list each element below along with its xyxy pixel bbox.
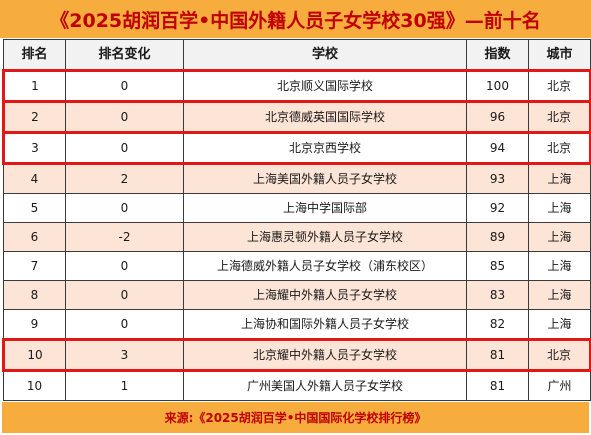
cell-city: 上海 (528, 280, 591, 310)
page-title: 《2025胡润百学•中国外籍人员子女学校30强》—前十名 (0, 0, 591, 38)
header-rank-change: 排名变化 (65, 39, 184, 71)
cell-rank: 9 (3, 309, 66, 340)
cell-rank: 5 (3, 193, 66, 223)
cell-city: 上海 (528, 251, 591, 281)
table-row: 4 2 上海美国外籍人员子女学校 93 上海 (3, 163, 591, 194)
header-school: 学校 (183, 39, 467, 71)
table-row: 2 0 北京德威英国国际学校 96 北京 (2, 100, 591, 134)
cell-rank: 7 (3, 251, 66, 281)
cell-city: 上海 (528, 163, 591, 194)
cell-index: 81 (466, 338, 529, 372)
cell-city: 北京 (528, 100, 591, 134)
cell-rank: 3 (2, 131, 66, 165)
header-rank: 排名 (3, 39, 66, 71)
table-row: 10 1 广州美国人外籍人员子女学校 81 广州 (3, 370, 591, 401)
cell-school: 北京京西学校 (183, 131, 467, 165)
cell-change: 0 (65, 280, 184, 310)
cell-change: 0 (65, 100, 184, 134)
table-row: 7 0 上海德威外籍人员子女学校（浦东校区） 85 上海 (3, 251, 591, 281)
cell-change: 2 (65, 163, 184, 194)
cell-school: 上海中学国际部 (183, 193, 467, 223)
cell-index: 81 (466, 370, 529, 401)
cell-city: 北京 (528, 338, 591, 372)
table-row: 9 0 上海协和国际外籍人员子女学校 82 上海 (3, 309, 591, 340)
ranking-table: 排名 排名变化 学校 指数 城市 1 0 北京顺义国际学校 100 北京 2 0… (2, 39, 591, 401)
cell-city: 上海 (528, 309, 591, 340)
table-row: 1 0 北京顺义国际学校 100 北京 (2, 69, 591, 103)
cell-index: 82 (466, 309, 529, 340)
cell-change: 0 (65, 131, 184, 165)
cell-school: 北京耀中外籍人员子女学校 (183, 338, 467, 372)
cell-index: 93 (466, 163, 529, 194)
cell-index: 83 (466, 280, 529, 310)
cell-change: -2 (65, 222, 184, 252)
table-row: 5 0 上海中学国际部 92 上海 (3, 193, 591, 223)
cell-school: 上海惠灵顿外籍人员子女学校 (183, 222, 467, 252)
cell-index: 85 (466, 251, 529, 281)
table-row: 3 0 北京京西学校 94 北京 (2, 131, 591, 165)
cell-school: 上海美国外籍人员子女学校 (183, 163, 467, 194)
cell-city: 上海 (528, 193, 591, 223)
cell-change: 0 (65, 69, 184, 103)
table-row: 8 0 上海耀中外籍人员子女学校 83 上海 (3, 280, 591, 310)
cell-index: 100 (466, 69, 529, 103)
cell-change: 0 (65, 251, 184, 281)
cell-school: 广州美国人外籍人员子女学校 (183, 370, 467, 401)
cell-rank: 10 (3, 370, 66, 401)
cell-school: 上海耀中外籍人员子女学校 (183, 280, 467, 310)
cell-city: 北京 (528, 69, 591, 103)
cell-city: 广州 (528, 370, 591, 401)
header-index: 指数 (466, 39, 529, 71)
source-footer: 来源:《2025胡润百学•中国国际化学校排行榜》 (2, 402, 589, 433)
table-row: 10 3 北京耀中外籍人员子女学校 81 北京 (2, 338, 591, 372)
cell-school: 北京德威英国国际学校 (183, 100, 467, 134)
cell-index: 89 (466, 222, 529, 252)
cell-index: 92 (466, 193, 529, 223)
cell-change: 3 (65, 338, 184, 372)
cell-school: 北京顺义国际学校 (183, 69, 467, 103)
cell-rank: 2 (2, 100, 66, 134)
cell-school: 上海德威外籍人员子女学校（浦东校区） (183, 251, 467, 281)
cell-rank: 1 (2, 69, 66, 103)
cell-rank: 4 (3, 163, 66, 194)
table-row: 6 -2 上海惠灵顿外籍人员子女学校 89 上海 (3, 222, 591, 252)
cell-rank: 6 (3, 222, 66, 252)
table-header-row: 排名 排名变化 学校 指数 城市 (3, 39, 591, 71)
cell-change: 1 (65, 370, 184, 401)
cell-index: 96 (466, 100, 529, 134)
cell-rank: 8 (3, 280, 66, 310)
cell-city: 北京 (528, 131, 591, 165)
cell-city: 上海 (528, 222, 591, 252)
cell-rank: 10 (2, 338, 66, 372)
cell-change: 0 (65, 193, 184, 223)
cell-index: 94 (466, 131, 529, 165)
cell-change: 0 (65, 309, 184, 340)
header-city: 城市 (528, 39, 591, 71)
cell-school: 上海协和国际外籍人员子女学校 (183, 309, 467, 340)
